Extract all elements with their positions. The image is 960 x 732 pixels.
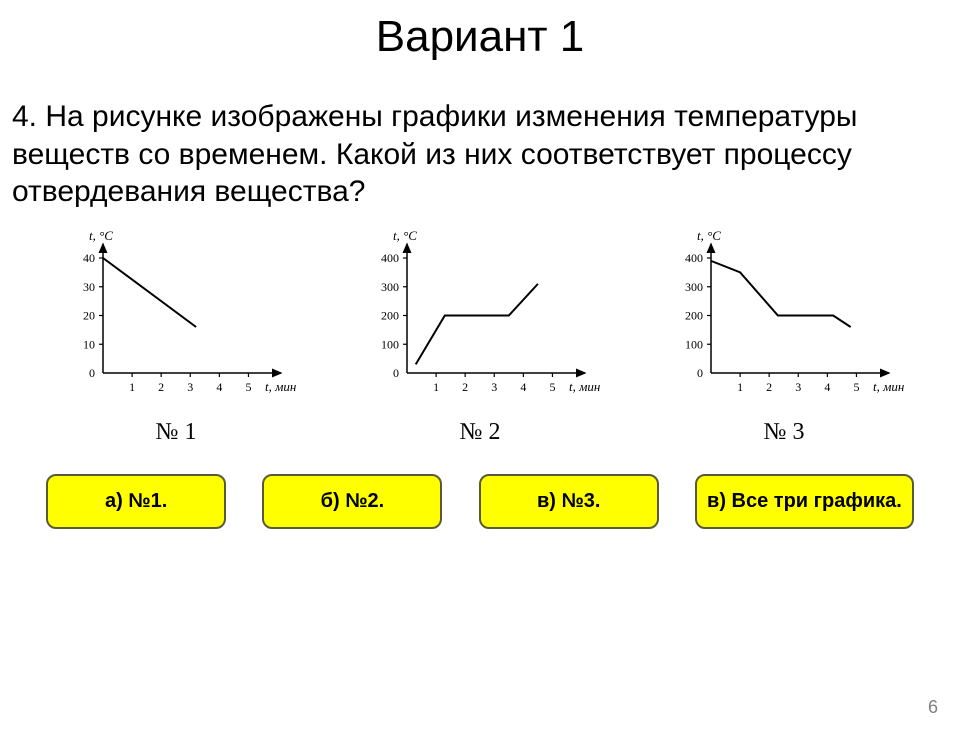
svg-text:400: 400 [685, 251, 703, 265]
page-title: Вариант 1 [0, 12, 960, 62]
answer-v-button[interactable]: в) №3. [479, 474, 659, 529]
svg-text:t, °C: t, °C [89, 231, 113, 243]
chart-1: 0 10 20 30 40 1 2 3 4 5 t, °C t, мин № 1 [51, 231, 301, 446]
svg-text:1: 1 [433, 380, 439, 394]
svg-text:2: 2 [766, 380, 772, 394]
svg-text:10: 10 [83, 337, 95, 351]
svg-text:30: 30 [83, 279, 95, 293]
chart-1-label: № 1 [156, 419, 197, 446]
svg-text:1: 1 [129, 380, 135, 394]
answers-row: а) №1. б) №2. в) №3. в) Все три графика. [28, 474, 932, 529]
svg-text:100: 100 [685, 337, 703, 351]
svg-text:t, °C: t, °C [393, 231, 417, 243]
answer-all-button[interactable]: в) Все три графика. [695, 474, 914, 529]
svg-text:0: 0 [393, 366, 399, 380]
chart-1-svg: 0 10 20 30 40 1 2 3 4 5 t, °C t, мин [51, 231, 301, 411]
svg-text:t, °C: t, °C [697, 231, 721, 243]
svg-text:0: 0 [697, 366, 703, 380]
svg-text:0: 0 [89, 366, 95, 380]
svg-text:3: 3 [795, 380, 801, 394]
svg-text:2: 2 [462, 380, 468, 394]
svg-text:200: 200 [381, 308, 399, 322]
chart-3-svg: 0 100 200 300 400 1 2 3 4 5 t, °C t, мин [659, 231, 909, 411]
svg-text:40: 40 [83, 251, 95, 265]
svg-text:1: 1 [737, 380, 743, 394]
svg-text:5: 5 [245, 380, 251, 394]
svg-text:4: 4 [824, 380, 830, 394]
svg-text:100: 100 [381, 337, 399, 351]
answer-a-button[interactable]: а) №1. [46, 474, 226, 529]
chart-2-svg: 0 100 200 300 400 1 2 3 4 5 t, °C t, мин [355, 231, 605, 411]
svg-text:4: 4 [216, 380, 222, 394]
svg-text:20: 20 [83, 308, 95, 322]
svg-text:5: 5 [549, 380, 555, 394]
answer-b-button[interactable]: б) №2. [262, 474, 442, 529]
svg-text:t, мин: t, мин [265, 379, 296, 394]
chart-2-label: № 2 [460, 419, 501, 446]
svg-text:400: 400 [381, 251, 399, 265]
charts-row: 01020304012345t, °Ct, мин № 1 0100200300… [24, 231, 936, 446]
svg-text:t, мин: t, мин [569, 379, 600, 394]
chart-3: 0 100 200 300 400 1 2 3 4 5 t, °C t, мин № 3 [659, 231, 909, 446]
page-number: 6 [928, 697, 938, 718]
question-text: 4. На рисунке изображены графики изменен… [12, 98, 948, 211]
chart-2: 0 100 200 300 400 1 2 3 4 5 t, °C t, мин № 2 [355, 231, 605, 446]
svg-text:300: 300 [381, 279, 399, 293]
svg-text:300: 300 [685, 279, 703, 293]
svg-text:5: 5 [853, 380, 859, 394]
svg-text:4: 4 [520, 380, 526, 394]
svg-text:3: 3 [187, 380, 193, 394]
svg-text:t, мин: t, мин [873, 379, 904, 394]
chart-3-label: № 3 [764, 419, 805, 446]
svg-text:2: 2 [158, 380, 164, 394]
svg-text:200: 200 [685, 308, 703, 322]
svg-text:3: 3 [491, 380, 497, 394]
